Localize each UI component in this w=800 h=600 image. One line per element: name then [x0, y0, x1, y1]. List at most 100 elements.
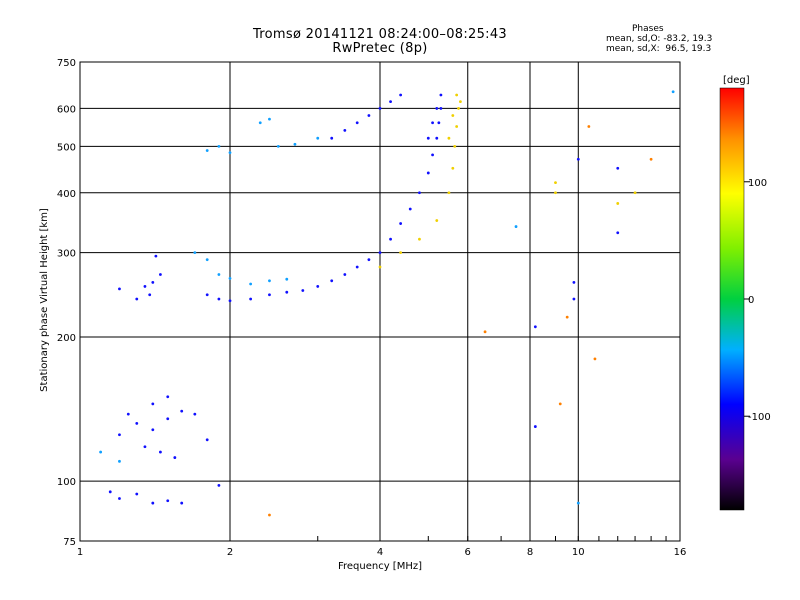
scatter-point: [616, 166, 620, 170]
scatter-point: [435, 107, 439, 110]
colorbar: [719, 87, 745, 511]
scatter-point: [616, 231, 620, 235]
scatter-point: [437, 121, 441, 125]
scatter-point: [205, 149, 209, 152]
scatter-point: [193, 251, 197, 255]
scatter-point: [633, 191, 637, 195]
phase-stats-heading: Phases: [632, 24, 664, 34]
scatter-point: [343, 273, 347, 276]
phase-stats-x-mode: mean, sd,X: 96.5, 19.3: [606, 44, 712, 54]
scatter-point: [572, 297, 576, 301]
scatter-point: [173, 456, 177, 459]
scatter-point: [389, 100, 392, 103]
scatter-point: [143, 445, 147, 449]
scatter-point: [367, 114, 371, 117]
scatter-point: [671, 90, 675, 94]
x-tick-label: 16: [674, 547, 687, 558]
scatter-point: [431, 121, 434, 125]
scatter-point: [533, 325, 537, 329]
x-tick-label: 10: [572, 547, 585, 558]
scatter-point: [268, 117, 271, 121]
scatter-point: [205, 293, 209, 297]
y-tick-label: 400: [57, 189, 76, 200]
scatter-point: [301, 289, 305, 292]
scatter-point: [268, 513, 271, 517]
phase-stats-o-mode: mean, sd,O: -83.2, 19.3: [606, 34, 713, 44]
scatter-point: [228, 151, 232, 155]
scatter-point: [455, 125, 459, 128]
scatter-point: [118, 287, 121, 291]
scatter-point: [355, 121, 359, 125]
scatter-point: [126, 412, 130, 416]
scatter-point: [151, 280, 155, 284]
scatter-point: [159, 450, 162, 454]
scatter-point: [399, 93, 403, 97]
scatter-point: [389, 237, 392, 241]
x-tick-label: 1: [77, 547, 83, 558]
scatter-point: [135, 421, 139, 425]
x-tick-label: 6: [465, 547, 471, 558]
scatter-point: [565, 315, 569, 319]
scatter-point: [205, 258, 209, 262]
y-tick-label: 200: [57, 333, 76, 344]
scatter-point: [217, 273, 221, 276]
scatter-point: [455, 93, 459, 97]
scatter-point: [572, 280, 576, 284]
scatter-point: [180, 501, 184, 505]
scatter-point: [330, 279, 334, 283]
colorbar-tick-label: 0: [748, 295, 754, 306]
scatter-point: [148, 293, 152, 297]
scatter-point: [355, 265, 359, 269]
scatter-point: [166, 499, 170, 503]
scatter-point: [276, 144, 280, 148]
scatter-point: [118, 497, 121, 500]
scatter-point: [118, 433, 121, 437]
scatter-point: [418, 237, 421, 241]
y-axis-label: Stationary phase Virtual Height [km]: [39, 208, 50, 392]
scatter-point: [378, 107, 382, 110]
scatter-point: [399, 222, 403, 225]
x-tick-label: 8: [527, 547, 533, 558]
chart-title: Tromsø 20141121 08:24:00–08:25:43: [252, 27, 508, 42]
x-tick-label: 2: [227, 547, 233, 558]
scatter-point: [418, 191, 421, 195]
scatter-point: [330, 136, 334, 140]
scatter-point: [593, 357, 597, 361]
scatter-point: [285, 277, 289, 281]
scatter-point: [249, 282, 253, 286]
y-tick-label: 75: [63, 537, 76, 548]
axis-ticks: 1 2 4 6 8 10 16 75 100 200 300 400 500 600 750: [57, 58, 686, 558]
scatter-point: [193, 412, 197, 416]
x-axis-label: Frequency [MHz]: [338, 561, 422, 572]
scatter-point: [217, 483, 221, 487]
grid-lines: [80, 62, 680, 541]
y-tick-label: 500: [57, 142, 76, 153]
y-tick-label: 100: [57, 477, 76, 488]
scatter-point: [367, 258, 371, 262]
scatter-point: [554, 181, 557, 185]
scatter-point: [554, 191, 557, 195]
scatter-point: [451, 166, 455, 170]
y-tick-label: 600: [57, 104, 76, 115]
scatter-point: [217, 144, 221, 148]
scatter-point: [99, 450, 103, 454]
scatter-point: [268, 293, 271, 297]
scatter-point: [447, 136, 451, 140]
scatter-point: [166, 395, 170, 399]
scatter-point: [439, 107, 443, 110]
scatter-point: [135, 492, 139, 496]
scatter-point: [435, 219, 439, 222]
scatter-point: [143, 285, 147, 288]
scatter-point: [439, 93, 443, 97]
scatter-point: [166, 417, 170, 421]
scatter-point: [118, 459, 121, 463]
scatter-point: [451, 114, 455, 117]
colorbar-label: [deg]: [723, 75, 750, 86]
scatter-point: [249, 297, 253, 301]
scatter-point: [343, 128, 347, 132]
scatter-point: [151, 428, 155, 432]
scatter-point: [649, 157, 653, 161]
scatter-points: [99, 90, 675, 517]
scatter-point: [151, 402, 155, 406]
